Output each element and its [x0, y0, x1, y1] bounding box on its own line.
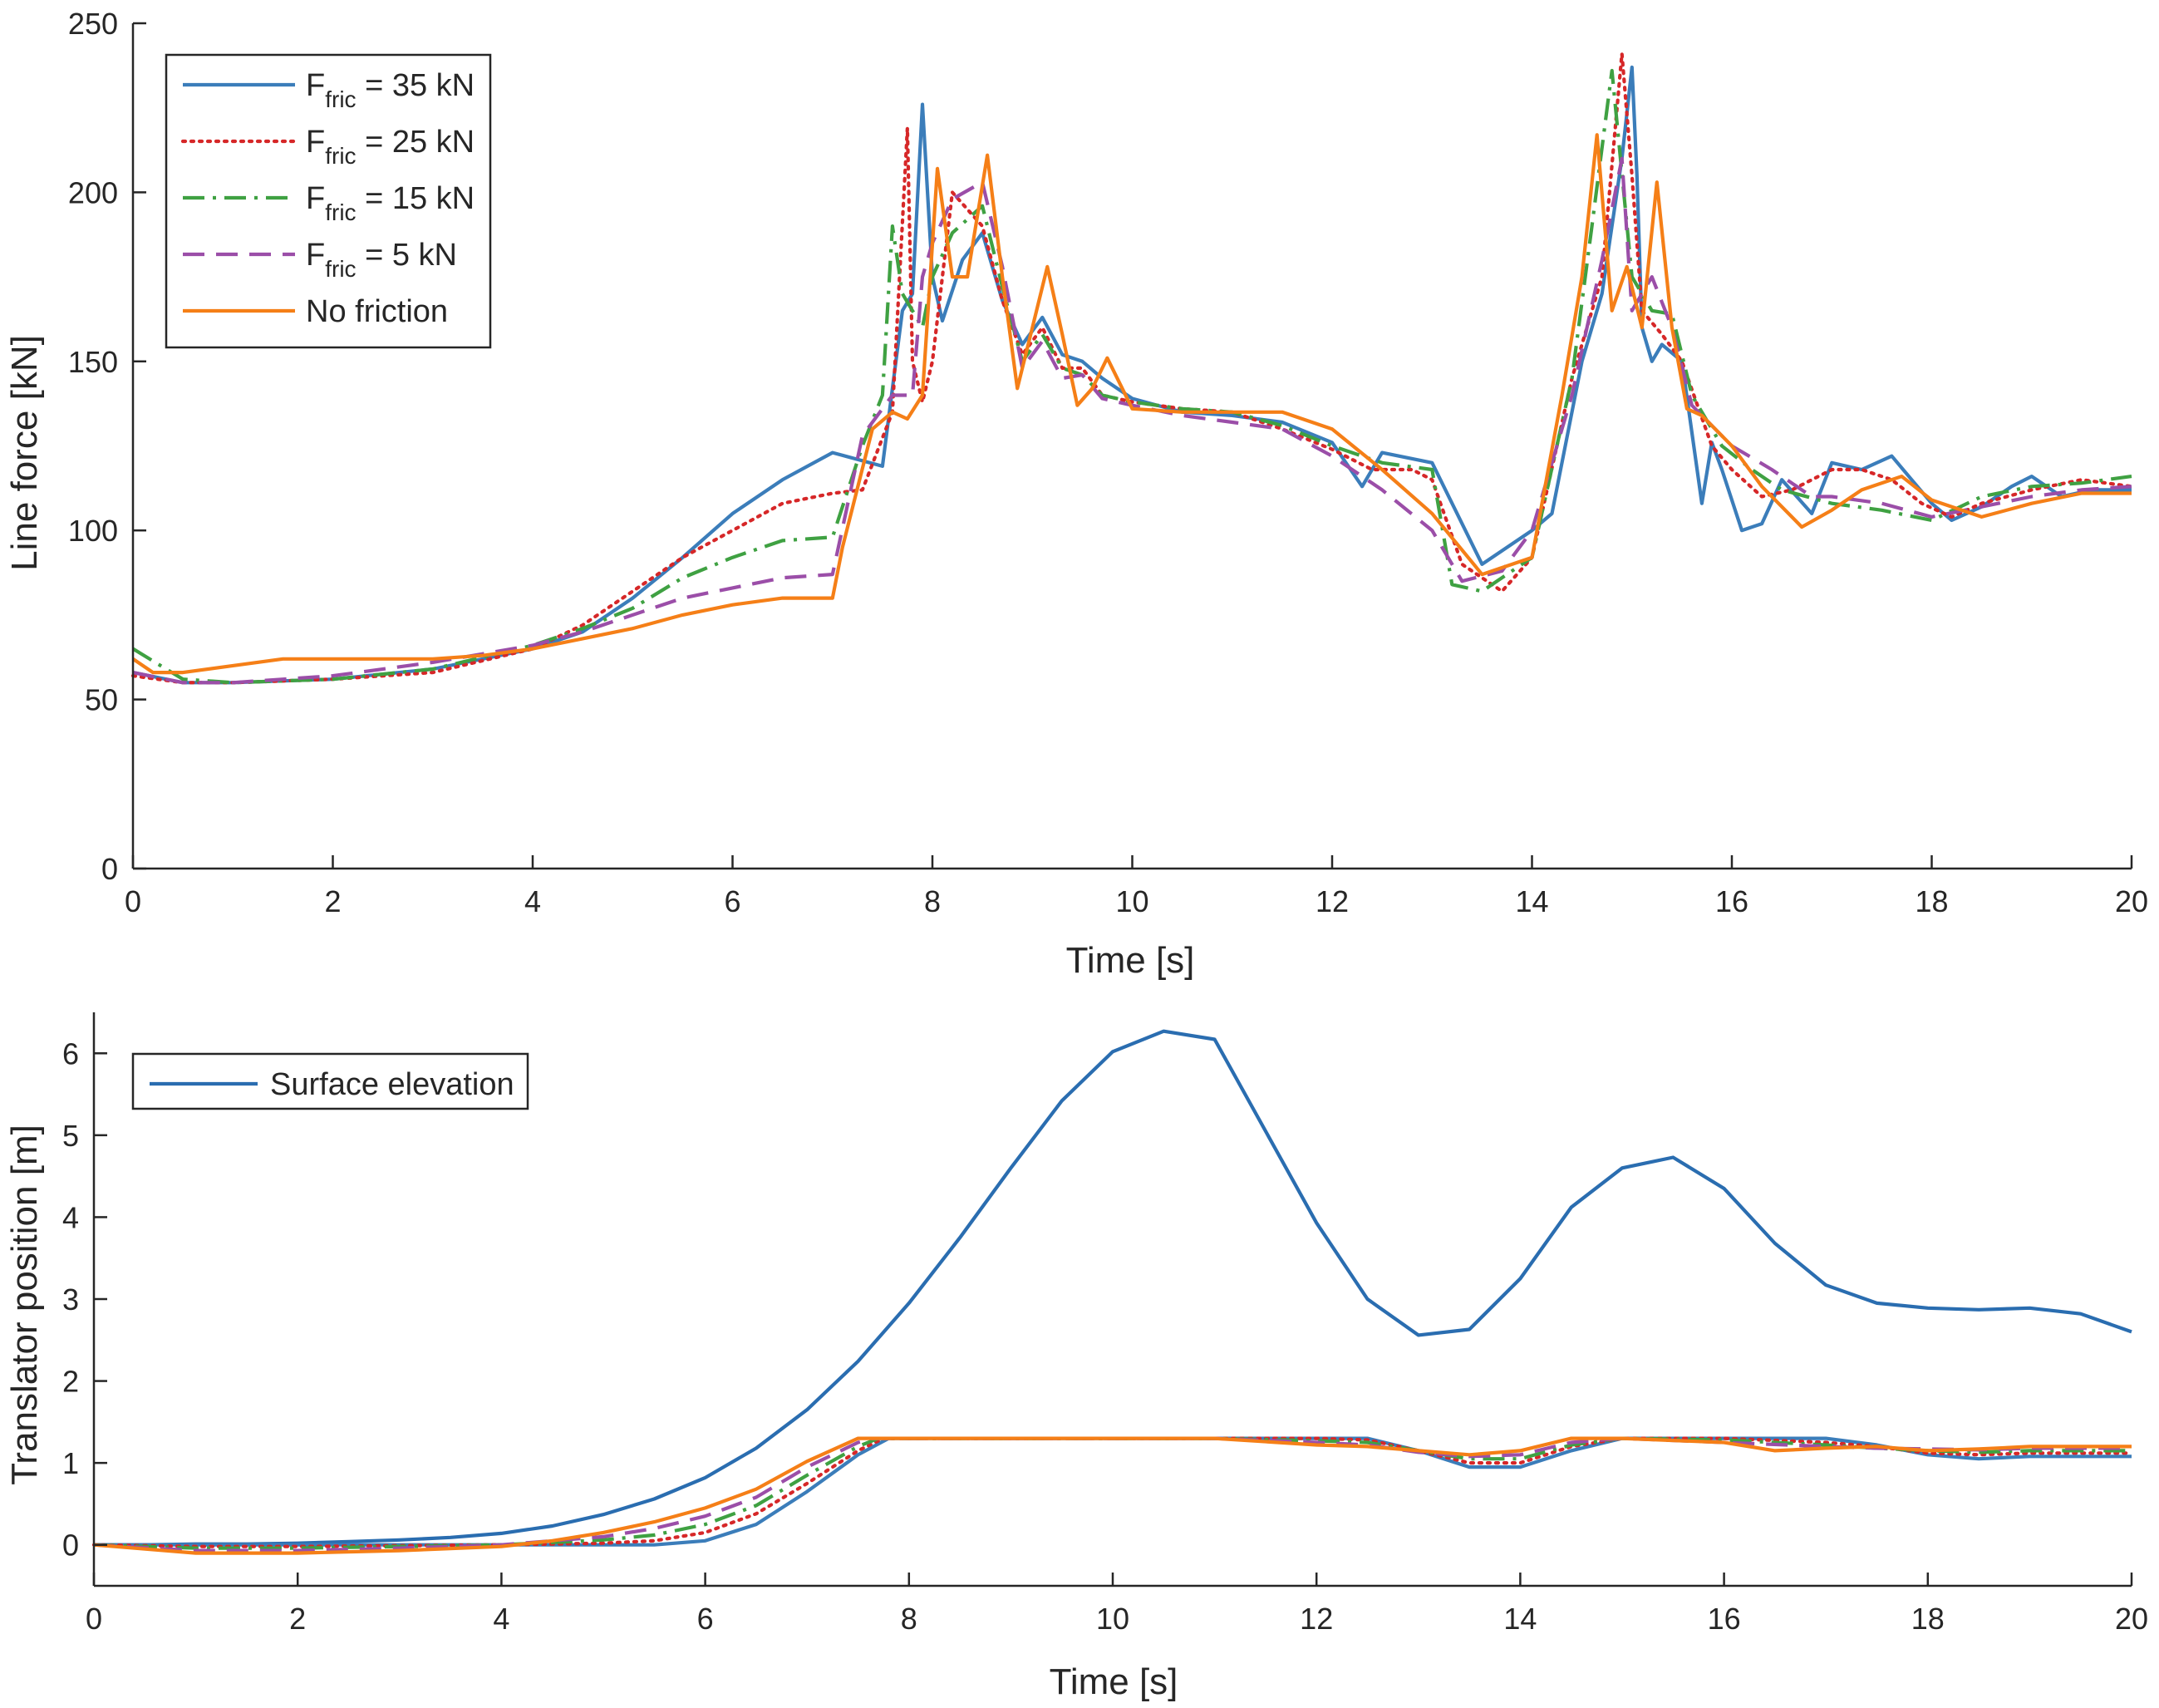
line-force-x-tick-label: 18 [1915, 884, 1948, 918]
translator-position-y-axis-label: Translator position [m] [4, 1125, 45, 1485]
line-force-y-axis-label: Line force [kN] [4, 335, 45, 571]
translator-position-x-tick-label: 18 [1911, 1602, 1945, 1636]
translator-position-y-tick-label: 4 [62, 1200, 79, 1234]
line-force-legend-label: Ffric = 25 kN [306, 125, 475, 169]
line-force-x-tick-label: 8 [924, 884, 941, 918]
line-force-y-tick-label: 0 [101, 852, 118, 886]
translator-position-x-tick-label: 16 [1708, 1602, 1741, 1636]
line-force-x-tick-label: 14 [1515, 884, 1548, 918]
translator-position-legend: Surface elevation [131, 1052, 529, 1110]
line-force-y-tick-label: 100 [68, 514, 118, 548]
line-force-legend-label: Ffric = 5 kN [306, 238, 457, 282]
line-force-legend-label: Ffric = 35 kN [306, 68, 475, 112]
translator-position-y-tick-label: 0 [62, 1528, 79, 1563]
line-force-x-tick-label: 20 [2115, 884, 2148, 918]
line-force-series-0 [132, 65, 2132, 685]
line-force-x-tick-label: 12 [1316, 884, 1349, 918]
translator-position-x-tick-label: 10 [1096, 1602, 1129, 1636]
line-force-y-tick-label: 200 [68, 175, 118, 209]
translator-position-series-group [91, 1029, 2134, 1555]
translator-position-x-tick-label: 2 [289, 1602, 306, 1636]
translator-position-legend-label: Surface elevation [270, 1067, 514, 1102]
line-force-legend-label: No friction [306, 294, 448, 329]
translator-position-y-tick-label: 1 [62, 1446, 79, 1480]
line-force-x-tick-label: 10 [1115, 884, 1148, 918]
line-force-series-2 [131, 68, 2132, 685]
translator-position-x-tick-label: 8 [901, 1602, 917, 1636]
line-force-x-tick-label: 2 [324, 884, 341, 918]
translator-position-x-tick-label: 20 [2115, 1602, 2148, 1636]
line-force-x-tick-label: 6 [724, 884, 740, 918]
translator-position-x-tick-label: 12 [1300, 1602, 1333, 1636]
translator-position-y-tick-label: 3 [62, 1282, 79, 1317]
line-force-x-axis-label: Time [s] [1066, 940, 1195, 981]
translator-position-x-tick-label: 6 [697, 1602, 714, 1636]
translator-position-y-tick-label: 2 [62, 1365, 79, 1399]
translator-position-x-tick-label: 4 [493, 1602, 509, 1636]
translator-position-series-0 [94, 1029, 2132, 1547]
line-force-x-tick-label: 0 [125, 884, 141, 918]
translator-position-y-tick-label: 5 [62, 1119, 79, 1153]
translator-position-x-axis-label: Time [s] [1050, 1661, 1178, 1702]
line-force-x-tick-label: 16 [1715, 884, 1748, 918]
line-force-y-tick-label: 50 [85, 683, 118, 717]
line-force-legend-label: Ffric = 15 kN [306, 181, 475, 225]
translator-position-series-2 [91, 1436, 2134, 1548]
line-force-series-4 [131, 133, 2132, 675]
line-force-legend: Ffric = 35 kN Ffric = 25 kN Ffric = 15 kN F… [165, 53, 492, 349]
translator-position-legend-box [131, 1052, 529, 1110]
translator-position-x-tick-label: 14 [1503, 1602, 1537, 1636]
line-force-x-tick-label: 4 [524, 884, 541, 918]
line-force-y-tick-label: 150 [68, 345, 118, 379]
line-force-series-group [130, 52, 2134, 685]
translator-position-x-tick-label: 0 [86, 1602, 102, 1636]
line-force-y-tick-label: 250 [68, 7, 118, 41]
translator-position-series-5 [93, 1436, 2132, 1555]
line-force-legend-box [165, 53, 492, 349]
translator-position-y-tick-label: 6 [62, 1036, 79, 1071]
